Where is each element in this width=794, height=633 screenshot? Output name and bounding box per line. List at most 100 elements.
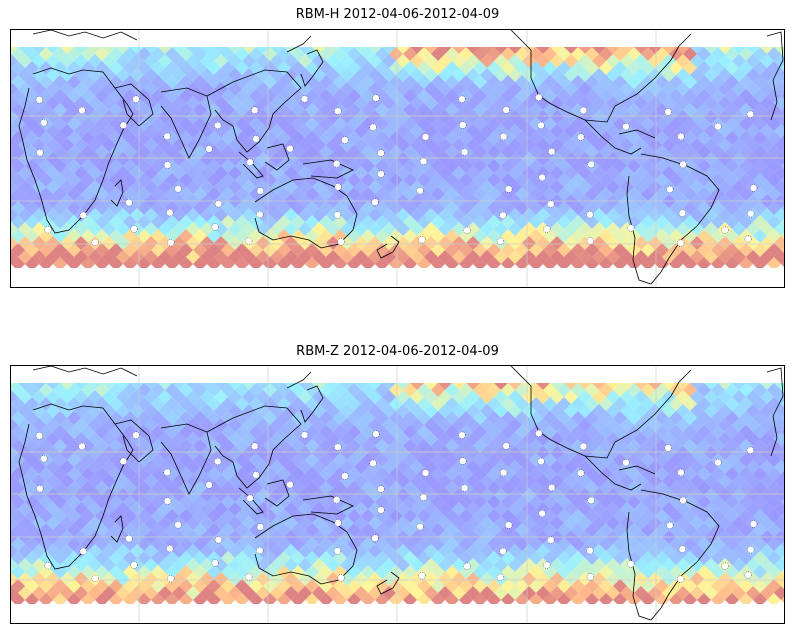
station-marker: [132, 95, 140, 103]
station-marker: [747, 210, 755, 218]
map-rbm-h: [10, 29, 785, 288]
map-rbm-z: [10, 365, 785, 624]
field-cell: [529, 257, 543, 271]
station-marker: [377, 485, 385, 493]
panel-title-rbm-h: RBM-H 2012-04-06-2012-04-09: [295, 7, 500, 22]
field-cell: [235, 593, 249, 607]
field-cell: [207, 257, 221, 271]
field-cell: [613, 257, 627, 271]
field-cell: [781, 569, 784, 575]
station-marker: [341, 472, 349, 480]
map-canvas-rbm-z: [11, 366, 784, 623]
station-marker: [463, 226, 471, 235]
coastline: [18, 403, 134, 570]
station-marker: [505, 521, 513, 529]
station-marker: [744, 235, 752, 243]
field-cell: [774, 474, 784, 488]
station-marker: [627, 224, 635, 232]
station-marker: [499, 547, 507, 556]
field-cell: [11, 446, 18, 460]
field-cell: [193, 593, 207, 607]
station-marker: [372, 430, 380, 438]
field-cell: [81, 257, 95, 271]
field-cell: [781, 177, 784, 183]
field-cell: [774, 208, 784, 222]
field-cell: [774, 404, 784, 418]
station-marker: [166, 208, 174, 217]
station-marker: [79, 211, 88, 219]
station-marker: [35, 432, 44, 440]
field-cell: [319, 593, 333, 607]
station-marker: [36, 485, 44, 493]
field-cell: [781, 513, 784, 519]
field-cell: [263, 257, 277, 271]
station-marker: [721, 226, 729, 234]
field-cell: [711, 593, 725, 607]
field-cell: [781, 261, 784, 267]
station-marker: [458, 431, 466, 439]
station-marker: [505, 185, 513, 193]
field-cell: [137, 257, 151, 271]
field-cell: [11, 82, 18, 96]
field-cell: [11, 68, 18, 82]
field-cell: [725, 593, 739, 607]
field-cell: [774, 516, 784, 530]
station-marker: [78, 442, 86, 451]
coastline: [254, 177, 358, 249]
station-marker: [664, 444, 672, 452]
station-marker: [461, 148, 469, 156]
field-cell: [473, 257, 487, 271]
field-cell: [781, 219, 784, 225]
field-cell: [333, 257, 347, 271]
station-marker: [666, 521, 674, 529]
station-marker: [286, 480, 294, 489]
field-cell: [774, 166, 784, 180]
station-marker: [714, 458, 722, 467]
field-cell: [165, 257, 179, 271]
field-mask-bottom: [11, 604, 784, 623]
station-marker: [44, 562, 52, 570]
station-marker: [214, 536, 223, 544]
station-marker: [245, 237, 253, 245]
field-cell: [487, 593, 501, 607]
field-cell: [781, 471, 784, 477]
field-cell: [774, 488, 784, 502]
station-marker: [214, 457, 222, 466]
field-cell: [81, 593, 95, 607]
field-cell: [459, 593, 473, 607]
field-cell: [165, 593, 179, 607]
station-marker: [35, 96, 44, 104]
station-marker: [377, 149, 385, 157]
field-cell: [11, 250, 18, 264]
field-cell: [669, 257, 683, 271]
station-marker: [369, 123, 377, 131]
field-cell: [557, 593, 571, 607]
field-cell: [697, 593, 711, 607]
field-cell: [389, 257, 403, 271]
station-marker: [419, 493, 428, 501]
field-cell: [305, 593, 319, 607]
field-cell: [781, 401, 784, 407]
field-cell: [11, 96, 18, 110]
field-cell: [774, 236, 784, 250]
station-marker: [337, 238, 345, 246]
station-marker: [458, 95, 466, 103]
station-marker: [679, 160, 687, 169]
field-cell: [781, 415, 784, 421]
field-cell: [179, 257, 193, 271]
field-cell: [781, 247, 784, 253]
coastline: [376, 571, 400, 595]
station-marker: [130, 561, 138, 569]
coastline: [110, 515, 124, 543]
field-cell: [11, 180, 18, 194]
station-marker: [300, 431, 309, 439]
station-marker: [721, 562, 729, 570]
field-cell: [291, 257, 305, 271]
station-marker: [334, 443, 342, 451]
field-cell: [585, 593, 599, 607]
station-marker: [627, 560, 635, 568]
field-cell: [11, 586, 18, 600]
station-marker: [250, 442, 259, 450]
station-marker: [256, 523, 265, 531]
field-cell: [389, 593, 403, 607]
